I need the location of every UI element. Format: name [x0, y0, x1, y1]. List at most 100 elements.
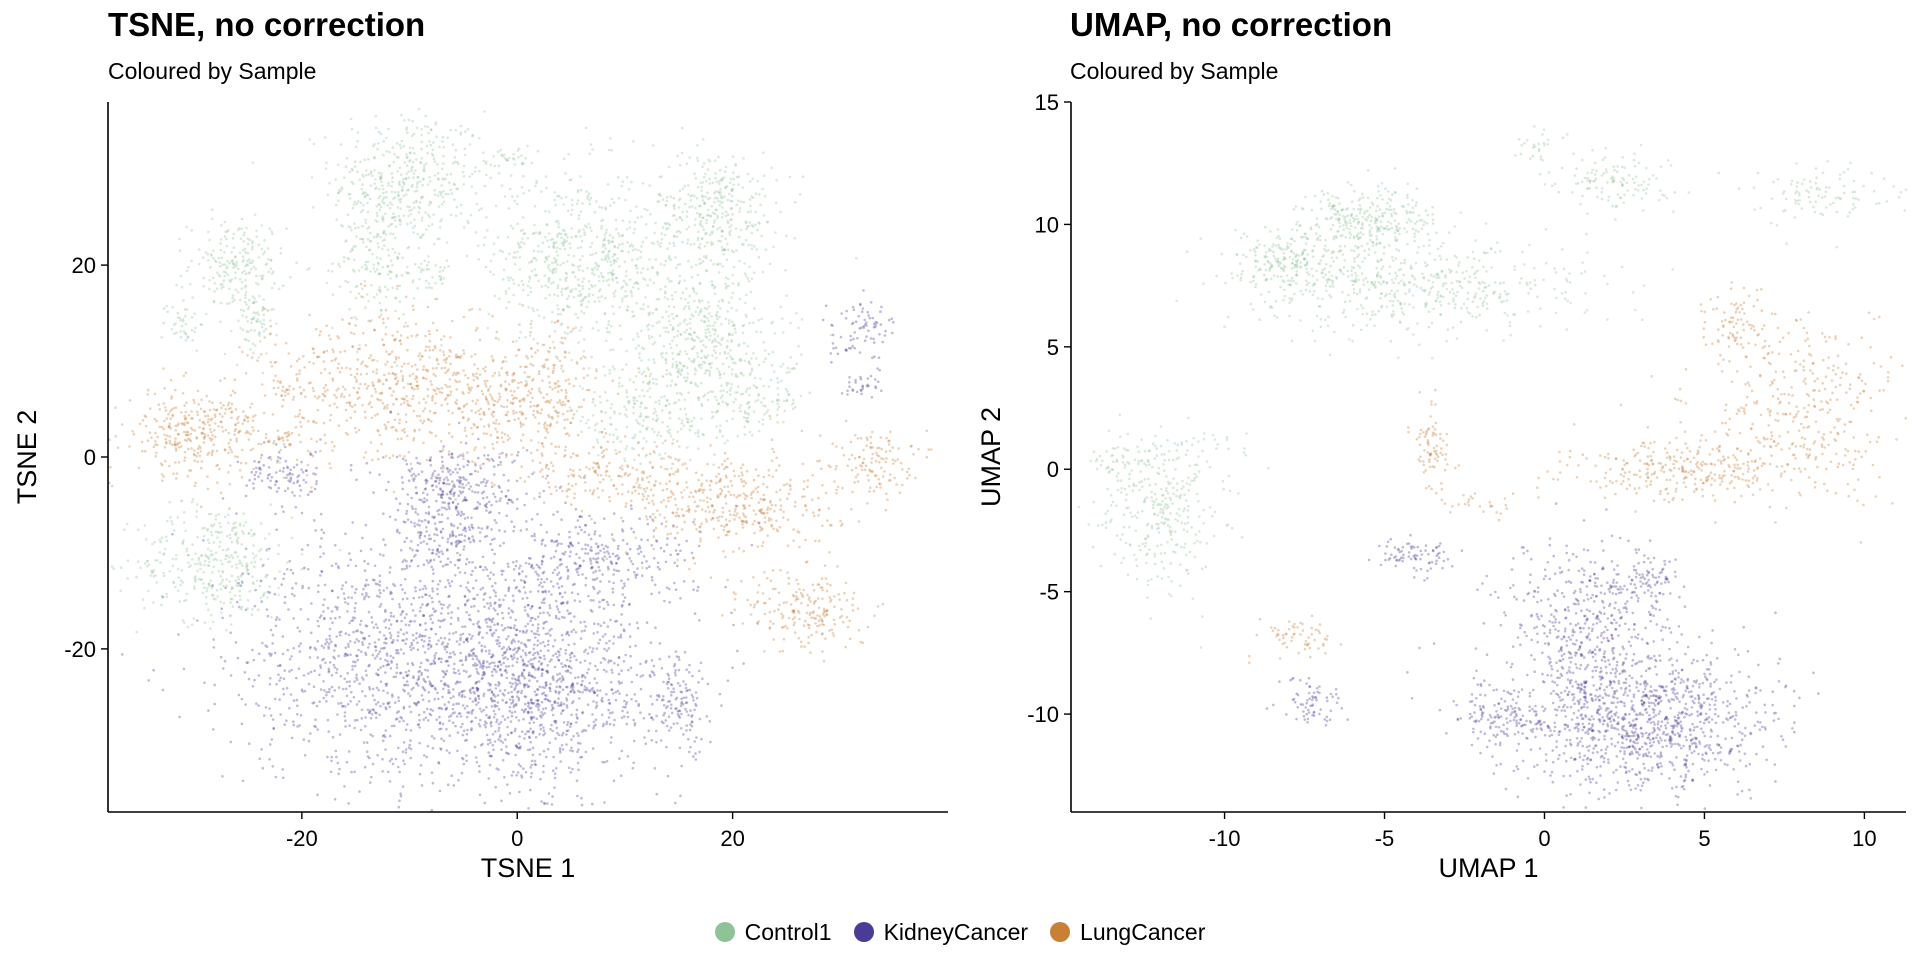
data-point: [695, 335, 699, 339]
data-point: [679, 297, 683, 300]
data-point: [238, 589, 241, 593]
data-point: [648, 381, 651, 384]
data-point: [392, 232, 395, 236]
data-point: [798, 193, 802, 196]
data-point: [618, 234, 621, 238]
data-point: [489, 176, 493, 180]
data-point: [581, 299, 584, 302]
data-point: [397, 214, 401, 218]
data-point: [181, 619, 185, 622]
data-point: [208, 423, 211, 427]
data-point: [746, 402, 749, 406]
data-point: [668, 432, 671, 435]
data-point: [463, 153, 467, 157]
data-point: [309, 451, 312, 454]
data-point: [447, 450, 451, 453]
data-point: [745, 352, 748, 356]
data-point: [709, 444, 712, 447]
data-point: [710, 204, 714, 208]
data-point: [595, 263, 599, 266]
data-point: [697, 435, 700, 438]
data-point: [569, 421, 572, 425]
data-point: [582, 398, 586, 402]
data-point: [713, 200, 716, 204]
data-point: [423, 259, 427, 263]
data-point: [542, 316, 546, 320]
data-point: [786, 366, 790, 370]
data-point: [448, 181, 451, 184]
data-point: [373, 328, 376, 332]
data-point: [685, 467, 689, 470]
data-point: [239, 326, 242, 330]
data-point: [251, 161, 255, 164]
data-point: [611, 379, 614, 383]
data-point: [704, 172, 707, 176]
data-point: [688, 205, 691, 209]
data-point: [777, 398, 781, 402]
data-point: [536, 342, 539, 345]
data-point: [251, 415, 255, 418]
data-point: [188, 282, 192, 286]
data-point: [391, 216, 394, 220]
data-point: [368, 356, 371, 360]
data-point: [246, 263, 249, 267]
data-point: [316, 397, 319, 400]
data-point: [185, 421, 189, 424]
data-point: [678, 262, 682, 266]
data-point: [759, 330, 763, 334]
data-point: [564, 195, 568, 199]
data-point: [400, 113, 403, 117]
data-point: [607, 257, 611, 261]
data-point: [246, 571, 249, 574]
data-point: [672, 317, 675, 320]
data-point: [505, 405, 509, 409]
data-point: [399, 339, 402, 342]
data-point: [441, 140, 444, 143]
data-point: [279, 252, 283, 255]
data-point: [342, 255, 346, 259]
data-point: [631, 245, 635, 248]
data-point: [659, 263, 663, 266]
data-point: [712, 287, 716, 290]
data-point: [197, 262, 201, 266]
data-point: [323, 395, 327, 398]
data-point: [325, 161, 328, 165]
data-point: [379, 235, 382, 239]
data-point: [445, 259, 449, 262]
data-point: [369, 184, 373, 187]
data-point: [665, 369, 669, 372]
data-point: [787, 576, 790, 580]
data-point: [623, 457, 626, 460]
data-point: [718, 373, 722, 376]
data-point: [687, 508, 691, 512]
data-point: [228, 287, 231, 291]
data-point: [770, 503, 774, 507]
data-point: [323, 136, 327, 139]
data-point: [575, 360, 579, 364]
data-point: [392, 197, 395, 201]
data-point: [702, 499, 705, 502]
data-point: [835, 465, 838, 468]
data-point: [385, 378, 388, 381]
data-point: [222, 601, 226, 605]
data-point: [576, 316, 580, 319]
data-point: [390, 184, 393, 188]
data-point: [748, 430, 752, 434]
data-point: [685, 328, 689, 332]
tsne-panel: TSNE, no correction Coloured by Sample -…: [0, 0, 960, 900]
data-point: [669, 373, 672, 377]
data-point: [669, 323, 672, 327]
data-point: [744, 220, 748, 223]
data-point: [626, 464, 629, 467]
data-point: [350, 167, 354, 171]
data-point: [678, 322, 682, 326]
data-point: [632, 381, 635, 384]
data-point: [233, 378, 237, 382]
data-point: [562, 307, 565, 311]
data-point: [345, 239, 348, 242]
data-point: [394, 338, 397, 341]
data-point: [172, 581, 176, 585]
data-point: [164, 437, 168, 441]
data-point: [515, 339, 518, 343]
data-point: [476, 425, 480, 429]
